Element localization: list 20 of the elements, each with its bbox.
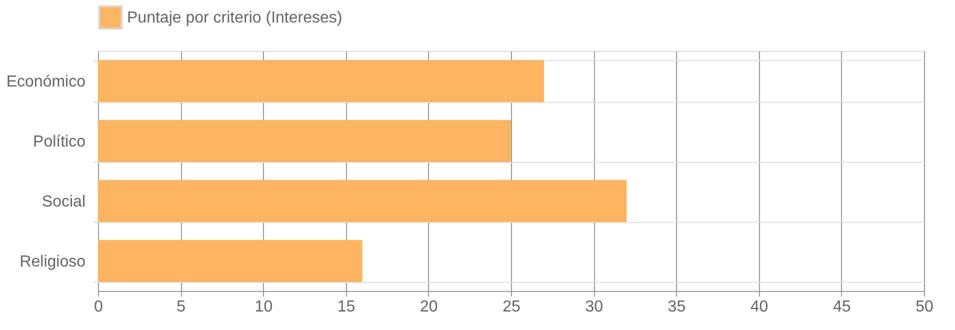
x-tick-label: 0: [94, 298, 104, 316]
legend-label: Puntaje por criterio (Intereses): [127, 10, 342, 26]
x-tick-label: 25: [502, 298, 520, 316]
y-tick-label: Económico: [6, 74, 86, 90]
x-tick-label: 35: [668, 298, 686, 316]
x-tick-label: 20: [420, 298, 438, 316]
x-tick-label: 30: [585, 298, 604, 316]
y-tick-label: Político: [33, 134, 86, 150]
bar: [98, 240, 362, 282]
x-tick-label: 15: [337, 298, 356, 316]
bar: [98, 180, 627, 222]
x-tick-label: 5: [176, 298, 186, 316]
bar: [98, 120, 511, 162]
y-tick-label: Social: [42, 194, 86, 210]
x-tick-label: 50: [916, 298, 934, 316]
y-tick-label: Religioso: [20, 254, 86, 270]
x-tick-label: 45: [833, 298, 851, 316]
x-tick-label: 10: [254, 298, 273, 316]
bar: [98, 60, 544, 102]
x-tick-label: 40: [750, 298, 768, 316]
